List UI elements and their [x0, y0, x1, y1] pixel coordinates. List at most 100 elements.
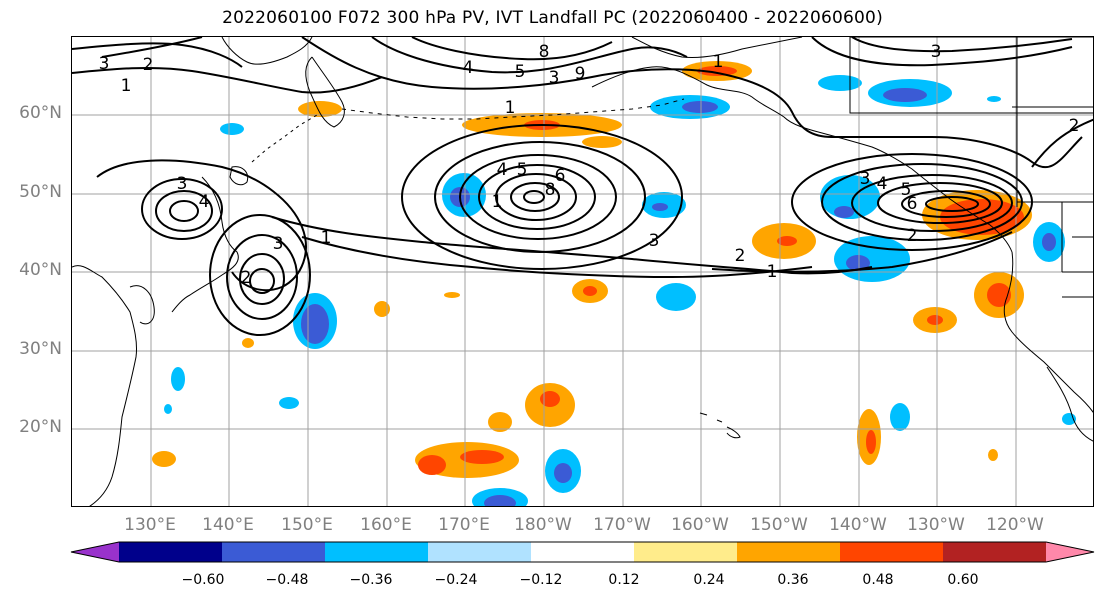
colorbar-tick-label: −0.12 — [519, 572, 563, 588]
coastline-okhotsk — [221, 37, 313, 65]
contour-label: 1 — [505, 98, 516, 118]
contour-line — [1031, 118, 1093, 168]
coastlines — [72, 37, 1093, 506]
colorbar-tick-label: −0.48 — [265, 572, 309, 588]
lon-label-160w: 160°W — [671, 515, 729, 535]
pv-contours — [72, 37, 1093, 336]
coastline-korea — [129, 285, 155, 325]
contour-line — [478, 164, 596, 230]
contour-line — [96, 159, 307, 292]
contour-label: 2 — [907, 226, 918, 246]
colorbar-segment — [737, 542, 841, 562]
contour-label: 8 — [545, 180, 556, 200]
shading-blob — [777, 236, 797, 246]
map-canvas: 3 2 1 4 5 8 3 9 1 1 3 4 3 2 1 8 6 5 4 1 … — [72, 37, 1093, 506]
contour-line — [371, 37, 688, 74]
contour-line — [925, 196, 979, 212]
contour-label: 3 — [177, 174, 188, 194]
contour-label: 3 — [273, 234, 284, 254]
contour-line — [877, 182, 1003, 224]
contour-label: 1 — [321, 228, 332, 248]
contour-line — [495, 173, 577, 221]
lat-label-30n: 30°N — [19, 339, 62, 359]
colorbar-segments — [70, 541, 1095, 563]
contour-line — [711, 231, 1013, 273]
contour-label: 3 — [860, 169, 871, 189]
contour-line — [301, 236, 813, 279]
contour-label: 2 — [143, 55, 154, 75]
contour-line — [72, 66, 383, 94]
colorbar-segment — [119, 542, 223, 562]
lat-label-50n: 50°N — [19, 182, 62, 202]
colorbar-tick-label: −0.36 — [349, 572, 393, 588]
inset-box — [849, 37, 1093, 114]
shading-blob — [220, 123, 244, 135]
coastline-hawaii — [699, 412, 741, 439]
lat-label-60n: 60°N — [19, 103, 62, 123]
contour-label: 1 — [767, 262, 778, 282]
colorbar-segment — [428, 542, 532, 562]
shading-blob — [540, 391, 560, 407]
coastline-aleutians — [341, 98, 685, 120]
shading-blob — [987, 283, 1011, 307]
contour-label: 3 — [99, 54, 110, 74]
shading-blob — [298, 101, 342, 117]
coastline-north-america — [1003, 251, 1093, 413]
colorbar-tick-label: −0.24 — [434, 572, 478, 588]
contour-line — [821, 163, 1023, 241]
colorbar-tick-label: 0.48 — [862, 572, 894, 588]
contour-label: 6 — [907, 194, 918, 214]
colorbar-tick-label: 0.24 — [693, 572, 725, 588]
coastline-alaska — [591, 66, 1013, 253]
map-title: 2022060100 F072 300 hPa PV, IVT Landfall… — [222, 8, 883, 28]
shading-blob — [418, 455, 446, 475]
shading-blob — [374, 301, 390, 317]
shading-blob — [866, 430, 876, 454]
shading-blob — [242, 338, 254, 348]
colorbar-segment — [943, 542, 1047, 562]
colorbar-tick-label: 0.36 — [777, 572, 809, 588]
shading-blob — [460, 450, 504, 464]
contour-label: 3 — [931, 42, 942, 62]
coastline-kamchatka — [305, 56, 345, 128]
contour-label: 2 — [241, 268, 252, 288]
shading-blob — [988, 449, 998, 461]
contour-label: 8 — [539, 42, 550, 62]
contour-label: 5 — [515, 62, 526, 82]
contour-label: 3 — [549, 68, 560, 88]
shading-blob — [152, 451, 176, 467]
shaded-anomaly-regions — [152, 61, 1076, 506]
colorbar-segment — [325, 542, 429, 562]
contour-line — [301, 37, 1083, 169]
colorbar-segment — [222, 542, 326, 562]
shading-blob — [846, 255, 870, 271]
lon-label-130e: 130°E — [124, 515, 176, 535]
colorbar-segment — [634, 542, 738, 562]
shading-blob — [987, 96, 1001, 102]
contour-line — [510, 182, 560, 212]
contour-line — [155, 190, 213, 232]
contour-line — [249, 268, 275, 294]
contour-label: 1 — [713, 52, 724, 72]
map-panel: 3 2 1 4 5 8 3 9 1 1 3 4 3 2 1 8 6 5 4 1 … — [71, 36, 1094, 507]
shading-blob — [1062, 413, 1076, 425]
shading-blob — [301, 304, 329, 344]
lon-label-120w: 120°W — [986, 515, 1044, 535]
shading-blob — [554, 463, 572, 483]
lon-label-160e: 160°E — [360, 515, 412, 535]
shading-blob — [484, 495, 516, 506]
border-canada — [1012, 37, 1093, 207]
contour-line — [401, 124, 683, 270]
contour-line — [72, 42, 243, 68]
contour-label: 4 — [497, 160, 508, 180]
lat-label-20n: 20°N — [19, 417, 62, 437]
coastline-hokkaido — [229, 166, 249, 186]
shading-blob — [582, 136, 622, 148]
shading-blob — [1042, 233, 1056, 251]
shading-blob — [279, 397, 299, 409]
contour-line — [523, 190, 545, 204]
contour-line — [209, 214, 311, 336]
contour-line — [459, 154, 617, 240]
shading-blob — [656, 283, 696, 311]
contour-line — [141, 178, 223, 240]
